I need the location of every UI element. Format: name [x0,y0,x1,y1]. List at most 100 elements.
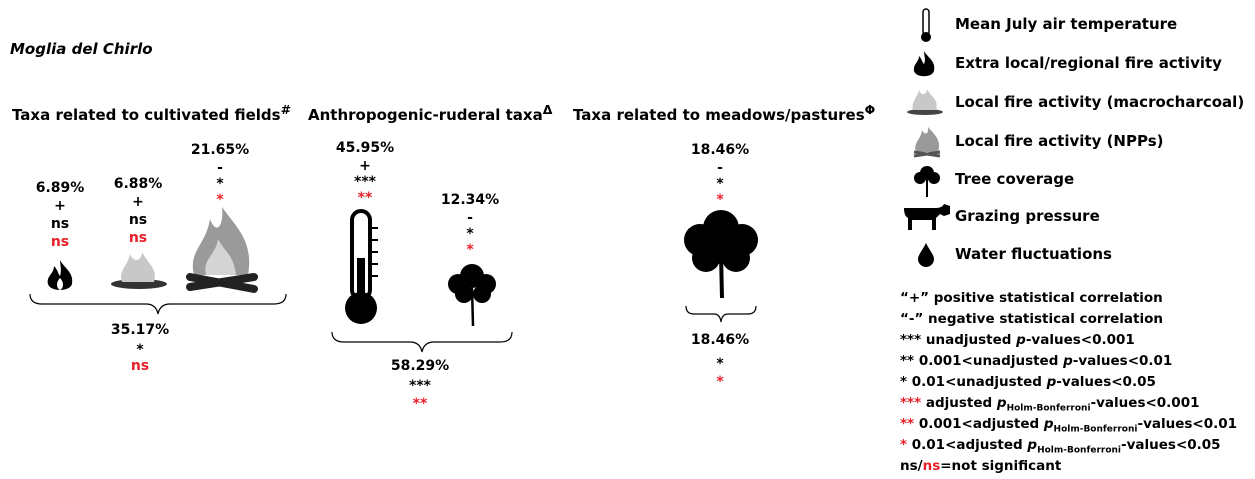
note-text: ns [900,458,918,474]
group-title: Taxa related to meadows/pasturesΦ [573,102,875,124]
title-mark: # [281,102,291,117]
thermometer-legend-icon [918,8,934,44]
percent: 12.34% [441,192,499,208]
note-p: p [1044,416,1054,432]
note: * 0.01<adjusted pHolm-Bonferroni-values<… [900,437,1221,456]
drop-legend-icon [916,242,936,268]
note-p: p [1027,437,1037,453]
unadjusted: *** [409,378,431,394]
tree-icon [676,204,766,300]
tree-icon [442,258,502,328]
note-text: “-” negative statistical correlation [900,311,1163,327]
tree-legend-icon [912,164,942,198]
note: ns/ns=not significant [900,458,1061,474]
note-text: -values<0.001 [1091,395,1200,411]
unadjusted: ns [129,212,147,228]
note-p: p [997,395,1007,411]
adjusted: ns [131,358,149,374]
sign: + [132,194,144,210]
legend-label: Water fluctuations [955,245,1112,263]
sign: - [717,160,723,176]
note: * 0.01<unadjusted p-values<0.05 [900,374,1156,390]
note-subscript: Holm-Bonferroni [1007,404,1091,414]
note-marker: * [900,437,907,453]
note: *** unadjusted p-values<0.001 [900,332,1135,348]
note-text: -values<0.05 [1121,437,1221,453]
legend-label: Tree coverage [955,170,1074,188]
thermometer-icon [340,208,390,328]
note-text: -values<0.001 [1026,332,1135,348]
adjusted: * [716,374,723,390]
unadjusted: * [136,342,143,358]
title-mark: Φ [865,102,876,117]
note-text: adjusted [921,395,997,411]
note: “+” positive statistical correlation [900,290,1163,306]
note: “-” negative statistical correlation [900,311,1163,327]
charcoal-fire-icon [108,250,170,290]
npp-legend-icon [910,126,944,158]
note-text: -values<0.01 [1073,353,1173,369]
flame-legend-icon [910,50,938,80]
adjusted: ns [129,230,147,246]
percent: 21.65% [191,142,249,158]
flame-icon [42,258,78,294]
percent: 6.88% [114,176,163,192]
cow-legend-icon [900,202,952,232]
note-text: 0.01<adjusted [907,437,1027,453]
note-p: p [1047,374,1057,390]
note-subscript: Holm-Bonferroni [1037,446,1121,456]
adjusted: * [466,242,473,258]
unadjusted: * [716,356,723,372]
unadjusted: *** [354,174,376,190]
brace [684,304,758,326]
note-text: -values<0.05 [1056,374,1156,390]
unadjusted: * [216,176,223,192]
note-marker: * [900,374,907,390]
sign: - [217,160,223,176]
legend-label: Local fire activity (macrocharcoal) [955,93,1244,111]
legend-label: Extra local/regional fire activity [955,54,1222,72]
title-text: Taxa related to cultivated fields [12,106,281,124]
percent: 58.29% [391,358,449,374]
legend-label: Local fire activity (NPPs) [955,132,1163,150]
percent: 18.46% [691,142,749,158]
group-title: Anthropogenic-ruderal taxaΔ [308,102,552,124]
sign: - [467,210,473,226]
unadjusted: * [466,226,473,242]
npp-fire-icon [184,205,260,295]
note-text: ns [923,458,941,474]
note-text: “+” positive statistical correlation [900,290,1163,306]
unadjusted: ns [51,216,69,232]
legend-label: Mean July air temperature [955,15,1177,33]
note: ** 0.001<unadjusted p-values<0.01 [900,353,1172,369]
brace [330,330,515,356]
title-text: Taxa related to meadows/pastures [573,106,865,124]
unadjusted: * [716,176,723,192]
legend-label: Grazing pressure [955,207,1100,225]
adjusted: ** [358,190,373,206]
sign: + [359,158,371,174]
site-name: Moglia del Chirlo [10,40,153,58]
figure: Moglia del Chirlo Taxa related to cultiv… [0,0,1255,479]
note: *** adjusted pHolm-Bonferroni-values<0.0… [900,395,1200,414]
group-title: Taxa related to cultivated fields# [12,102,291,124]
note-text: -values<0.01 [1137,416,1237,432]
percent: 35.17% [111,322,169,338]
note-marker: *** [900,332,921,348]
note-marker: *** [900,395,921,411]
note-marker: ** [900,353,914,369]
note-text: unadjusted [921,332,1016,348]
adjusted: ** [413,396,428,412]
note: ** 0.001<adjusted pHolm-Bonferroni-value… [900,416,1237,435]
percent: 45.95% [336,140,394,156]
note-text: 0.001<unadjusted [914,353,1063,369]
adjusted: ns [51,234,69,250]
brace [28,292,288,318]
note-p: p [1016,332,1026,348]
note-text: 0.001<adjusted [914,416,1044,432]
sign: + [54,198,66,214]
note-text: =not significant [940,458,1061,474]
note-text: 0.01<unadjusted [907,374,1047,390]
percent: 18.46% [691,332,749,348]
charcoal-legend-icon [905,88,945,116]
